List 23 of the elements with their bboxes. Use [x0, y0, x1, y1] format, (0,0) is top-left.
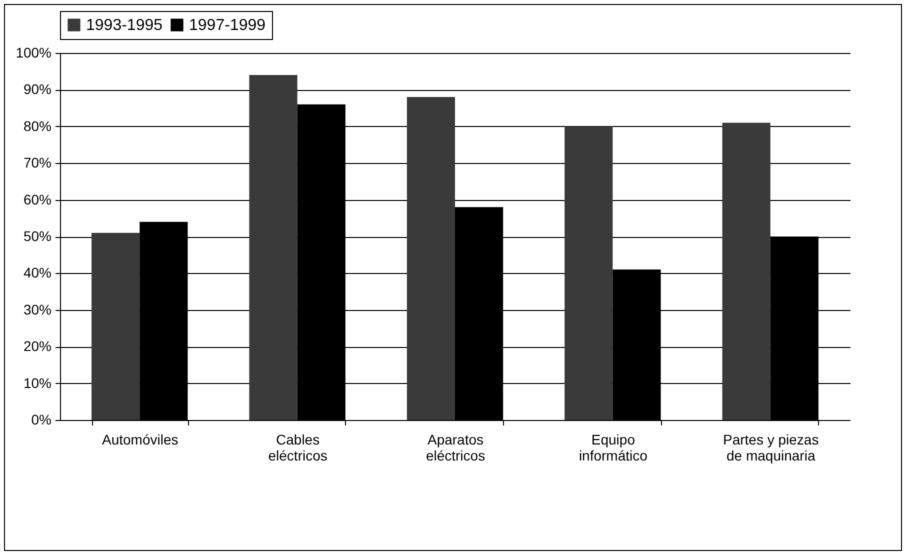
y-tick-label: 20%	[23, 338, 52, 354]
y-tick-label: 60%	[23, 191, 52, 208]
bar	[92, 232, 140, 420]
x-tick-label: Aparatos eléctricos	[426, 432, 486, 464]
bar	[564, 126, 613, 420]
x-tick-label: Cables eléctricos	[268, 432, 328, 464]
x-tick-label: Automóviles	[102, 432, 178, 448]
y-tick-label: 90%	[23, 81, 52, 98]
y-tick-label: 40%	[23, 264, 52, 281]
bar	[406, 97, 455, 420]
legend-label: 1993-1995	[86, 17, 163, 34]
y-tick-label: 70%	[23, 154, 52, 171]
y-tick-label: 50%	[23, 228, 52, 244]
y-tick-label: 30%	[23, 301, 52, 318]
y-tick-label: 10%	[23, 374, 52, 391]
y-tick-label: 80%	[23, 118, 52, 134]
x-tick-label: Partes y piezas de maquinaria	[723, 432, 819, 464]
x-tick-label: Equipo informático	[578, 432, 648, 464]
y-tick-label: 100%	[16, 44, 52, 60]
legend-label: 1997-1999	[189, 17, 266, 34]
y-tick-label: 0%	[31, 412, 52, 428]
bar	[722, 122, 770, 420]
bar	[249, 75, 298, 420]
